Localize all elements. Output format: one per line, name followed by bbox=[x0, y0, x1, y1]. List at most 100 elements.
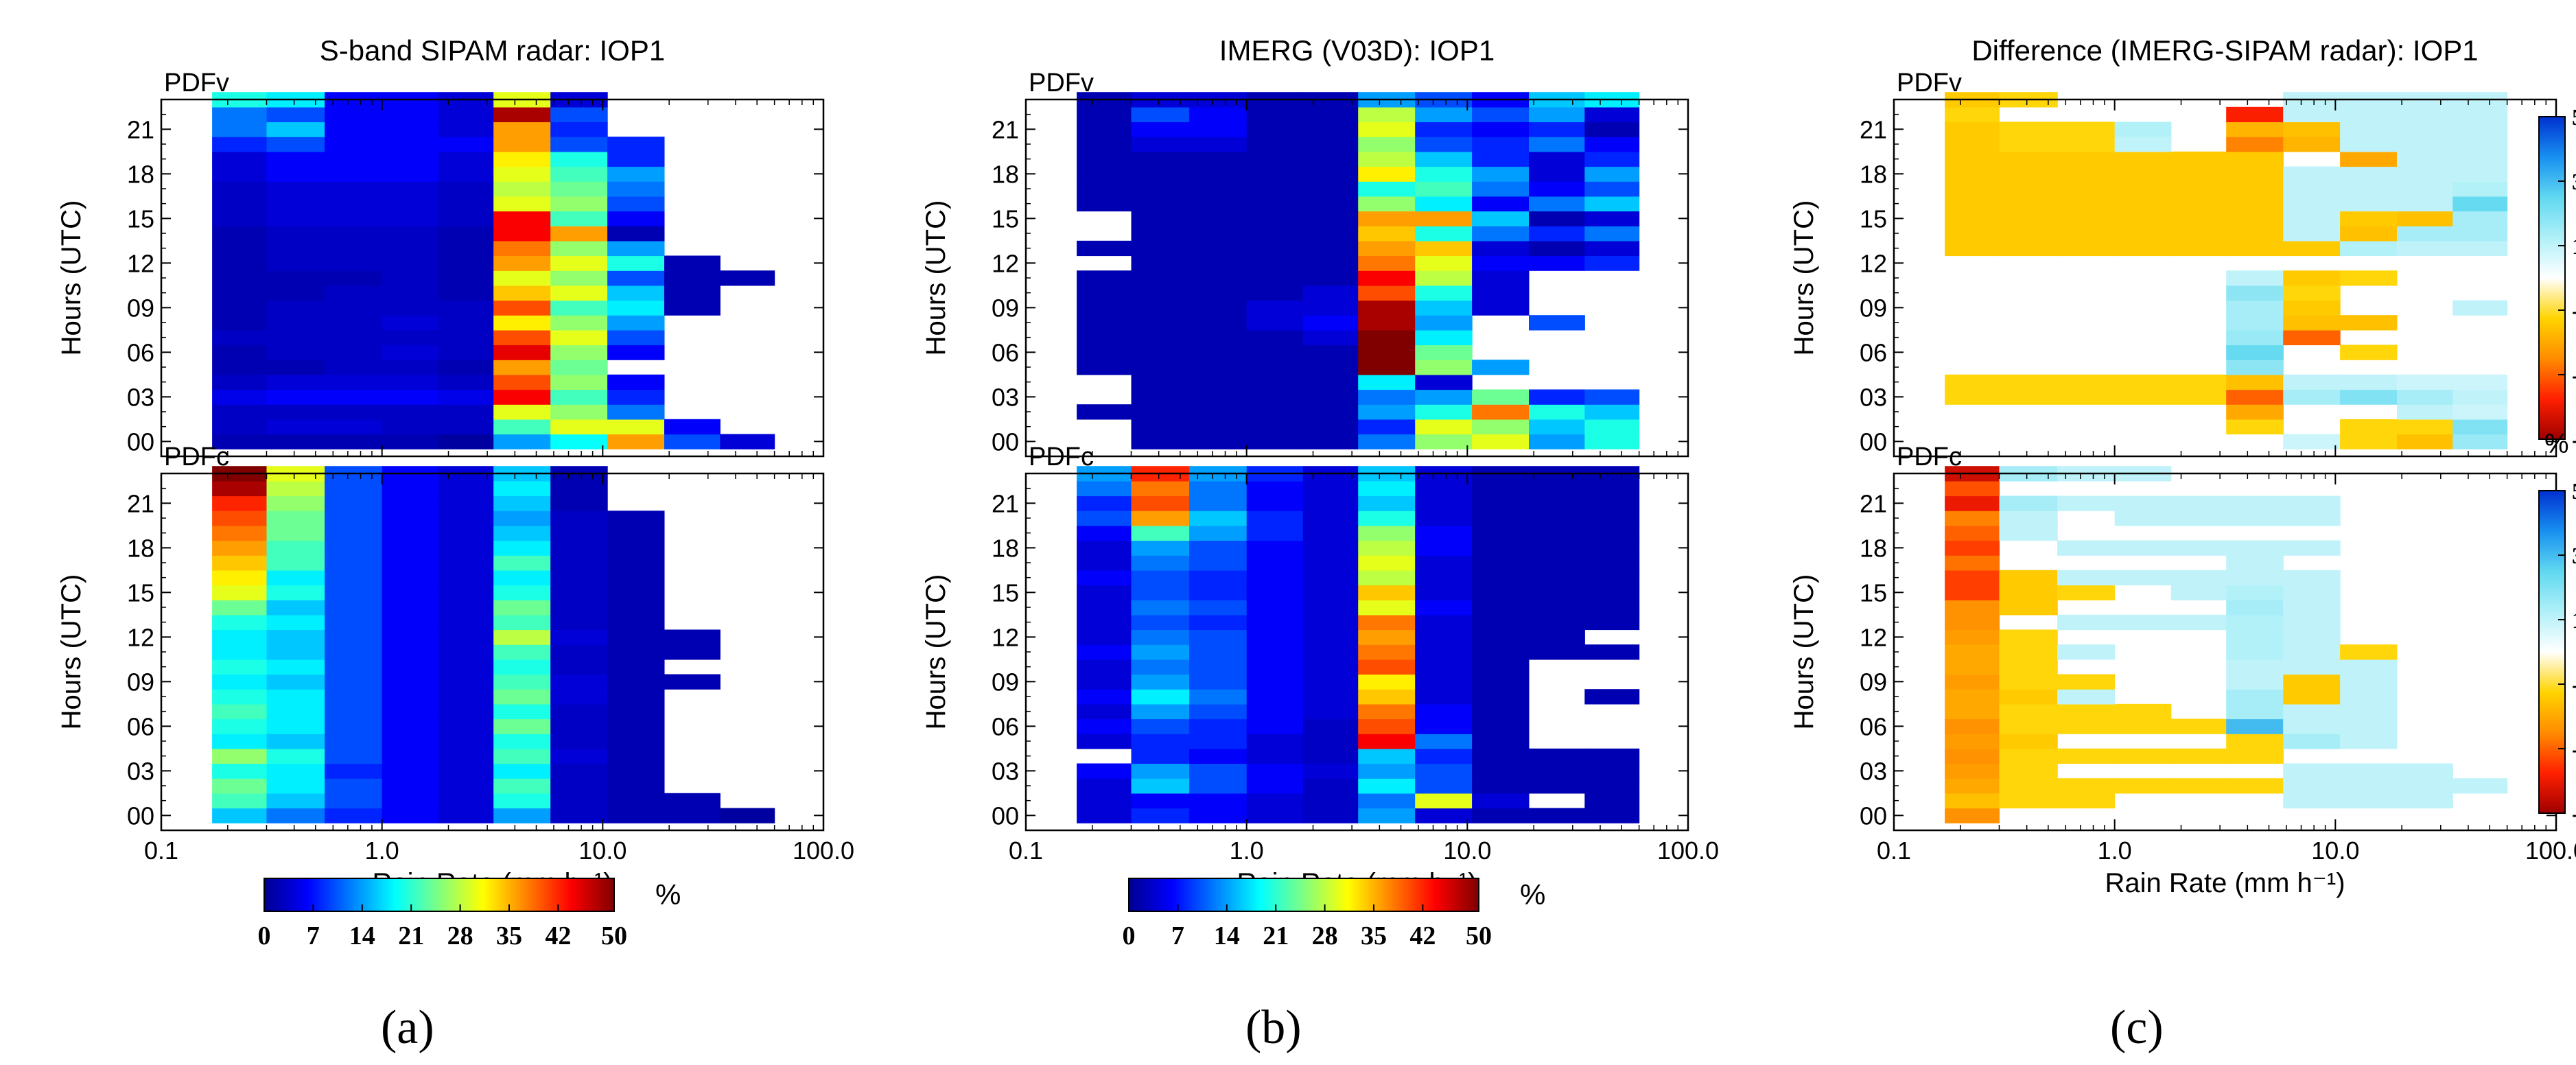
heatmap-cell bbox=[1189, 793, 1248, 809]
heatmap-cell bbox=[1077, 404, 1132, 420]
heatmap-cell bbox=[2114, 226, 2172, 242]
heatmap-cell bbox=[1302, 703, 1359, 720]
heatmap-cell bbox=[1415, 614, 1473, 631]
heatmap-cell bbox=[1999, 703, 2058, 720]
heatmap-cell bbox=[1131, 495, 1190, 511]
heatmap-cell bbox=[1077, 181, 1132, 197]
heatmap-cell bbox=[550, 196, 608, 212]
heatmap-cell bbox=[1302, 674, 1359, 690]
heatmap-cell bbox=[2226, 495, 2284, 511]
x-tick-label: 100.0 bbox=[1657, 836, 1719, 865]
y-tick-label: 06 bbox=[1860, 338, 1887, 366]
heatmap-cell bbox=[1358, 226, 1416, 242]
heatmap-cell bbox=[266, 181, 325, 197]
heatmap-cell bbox=[325, 570, 383, 586]
heatmap-cell bbox=[1077, 703, 1132, 720]
heatmap-cell bbox=[1584, 511, 1640, 526]
heatmap-cell bbox=[1246, 374, 1304, 390]
y-tick-label: 00 bbox=[992, 801, 1019, 830]
heatmap-cell bbox=[1472, 300, 1530, 316]
heatmap-cell bbox=[1945, 511, 2000, 526]
heatmap-cell bbox=[1246, 480, 1304, 497]
heatmap-cell bbox=[438, 793, 494, 809]
heatmap-cell bbox=[493, 495, 551, 511]
heatmap-cell bbox=[1302, 511, 1359, 526]
heatmap-cell bbox=[266, 151, 325, 167]
heatmap-cell bbox=[550, 570, 608, 586]
heatmap-cell bbox=[1415, 793, 1473, 809]
panel-tag-a: (a) bbox=[381, 1001, 434, 1054]
heatmap-cell bbox=[1945, 540, 2000, 556]
heatmap-cell bbox=[1077, 629, 1132, 645]
heatmap-cell bbox=[550, 644, 608, 660]
heatmap-cell bbox=[212, 226, 267, 242]
heatmap-cell bbox=[607, 419, 665, 435]
heatmap-cell bbox=[212, 137, 267, 152]
heatmap-cell bbox=[2226, 329, 2284, 346]
heatmap-cell bbox=[1302, 629, 1359, 645]
heatmap-cell bbox=[1358, 689, 1416, 705]
heatmap-cell bbox=[2340, 689, 2398, 705]
heatmap-cell bbox=[1415, 674, 1473, 690]
heatmap-cell bbox=[2114, 748, 2172, 764]
heatmap-cell bbox=[1302, 374, 1359, 390]
heatmap-cell bbox=[212, 374, 267, 390]
heatmap-cell bbox=[1945, 659, 2000, 675]
diff-colorbar bbox=[2538, 116, 2566, 440]
heatmap-cell bbox=[2452, 137, 2508, 152]
heatmap-cell bbox=[1945, 689, 2000, 705]
y-axis-label: Hours (UTC) bbox=[56, 574, 86, 730]
heatmap-cell bbox=[1077, 808, 1132, 823]
heatmap-cell bbox=[1189, 196, 1248, 212]
heatmap-cell bbox=[1189, 285, 1248, 301]
heatmap-cell bbox=[1999, 644, 2058, 660]
heatmap-cell bbox=[438, 703, 494, 720]
heatmap-cell bbox=[2397, 374, 2453, 390]
heatmap-cell bbox=[212, 285, 267, 301]
heatmap-cell bbox=[1945, 181, 2000, 197]
heatmap-cell bbox=[1302, 166, 1359, 182]
heatmap-cell bbox=[212, 151, 267, 167]
heatmap-cell bbox=[325, 689, 383, 705]
heatmap-cell bbox=[438, 659, 494, 675]
x-tick-label: 1.0 bbox=[2098, 836, 2132, 865]
heatmap-cell bbox=[1189, 151, 1248, 167]
heatmap-cell bbox=[493, 166, 551, 182]
heatmap-cell bbox=[1529, 525, 1585, 541]
heatmap-cell bbox=[2340, 674, 2398, 690]
heatmap-cell bbox=[2114, 570, 2172, 586]
heatmap-cell bbox=[1415, 360, 1473, 375]
heatmap-cell bbox=[1945, 196, 2000, 212]
heatmap-cell bbox=[493, 137, 551, 152]
heatmap-cell bbox=[493, 540, 551, 556]
heatmap-cell bbox=[2170, 511, 2227, 526]
heatmap-cell bbox=[720, 808, 775, 823]
heatmap-cell bbox=[1472, 644, 1530, 660]
heatmap-cell bbox=[2226, 614, 2284, 631]
heatmap-cell bbox=[2226, 106, 2284, 123]
heatmap-cell bbox=[493, 329, 551, 346]
heatmap-cell bbox=[2114, 614, 2172, 631]
heatmap-cell bbox=[1246, 137, 1304, 152]
heatmap-cell bbox=[2170, 540, 2227, 556]
heatmap-cell bbox=[2340, 226, 2398, 242]
heatmap-cell bbox=[607, 540, 665, 556]
heatmap-cell bbox=[1529, 511, 1585, 526]
heatmap-cell bbox=[1358, 360, 1416, 375]
heatmap-cell bbox=[550, 181, 608, 197]
y-tick-label: 09 bbox=[992, 294, 1019, 322]
diff-colorbar bbox=[2538, 490, 2566, 814]
heatmap-cell bbox=[325, 525, 383, 541]
heatmap-cell bbox=[1945, 600, 2000, 616]
heatmap-cell bbox=[266, 106, 325, 123]
heatmap-cell bbox=[2283, 374, 2341, 390]
heatmap-cell bbox=[212, 404, 267, 420]
heatmap-cell bbox=[1472, 270, 1530, 286]
heatmap-cell bbox=[382, 555, 439, 571]
heatmap-cell bbox=[325, 374, 383, 390]
colorbar-tick-label: 35 bbox=[1361, 922, 1387, 950]
heatmap-cell bbox=[1246, 404, 1304, 420]
heatmap-cell bbox=[1415, 240, 1473, 257]
heatmap-cell bbox=[212, 211, 267, 226]
heatmap-cell bbox=[2057, 689, 2116, 705]
